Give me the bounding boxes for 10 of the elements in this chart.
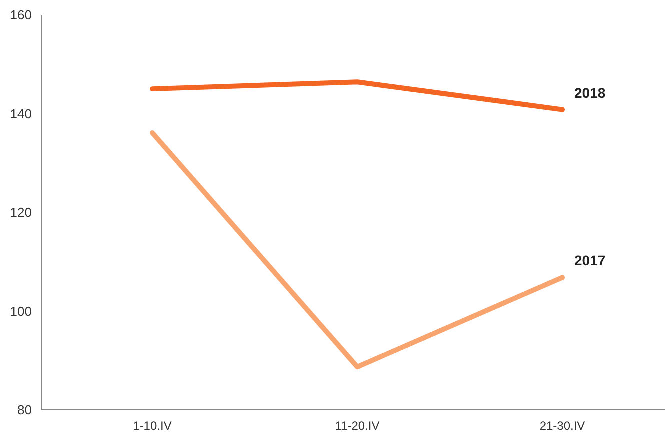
y-tick-label: 120 — [10, 205, 32, 220]
series-label: 2018 — [574, 84, 606, 101]
x-tick-label: 21-30.IV — [540, 419, 586, 433]
y-tick-label: 140 — [10, 106, 32, 122]
y-tick-label: 160 — [10, 8, 32, 23]
series-label: 2017 — [574, 252, 606, 269]
y-tick-label: 80 — [18, 402, 32, 418]
x-tick-label: 11-20.IV — [335, 419, 380, 433]
x-tick-label: 1-10.IV — [133, 419, 172, 433]
y-tick-label: 100 — [10, 304, 32, 319]
